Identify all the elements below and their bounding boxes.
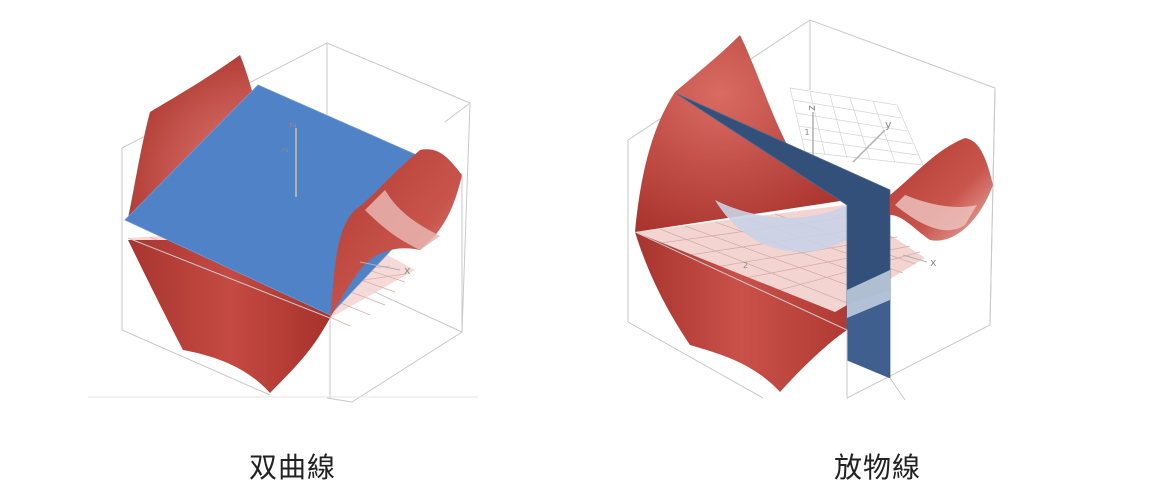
figure-hyperbola: z 2 x 双曲線 — [88, 42, 478, 484]
z-axis-label: z — [286, 122, 299, 128]
x-axis: x 2 — [743, 254, 937, 270]
z-axis: z 2 — [281, 122, 299, 197]
y-axis: y — [852, 118, 892, 163]
hyperbola-3d-view: z 2 x — [88, 42, 478, 403]
figure-parabola: z 1 y — [585, 0, 1170, 500]
floor-tick: 2 — [743, 261, 748, 270]
z-axis-label: z — [805, 105, 818, 111]
parabola-3d-view: z 1 y — [627, 19, 996, 401]
caption-parabola: 放物線 — [833, 451, 921, 484]
y-axis-label: y — [885, 118, 892, 131]
caption-hyperbola: 双曲線 — [248, 451, 336, 484]
z-axis-tick: 2 — [281, 147, 290, 152]
x-axis: x — [359, 261, 411, 277]
back-grid-plane — [789, 87, 924, 166]
parabolic-surface-lower — [635, 232, 847, 392]
z-axis: z 1 — [804, 105, 818, 158]
x-axis-label: x — [930, 256, 937, 269]
x-axis-label: x — [404, 264, 411, 277]
z-axis-tick: 1 — [804, 128, 809, 137]
cutting-plane — [125, 85, 462, 315]
bounding-box — [121, 42, 471, 403]
